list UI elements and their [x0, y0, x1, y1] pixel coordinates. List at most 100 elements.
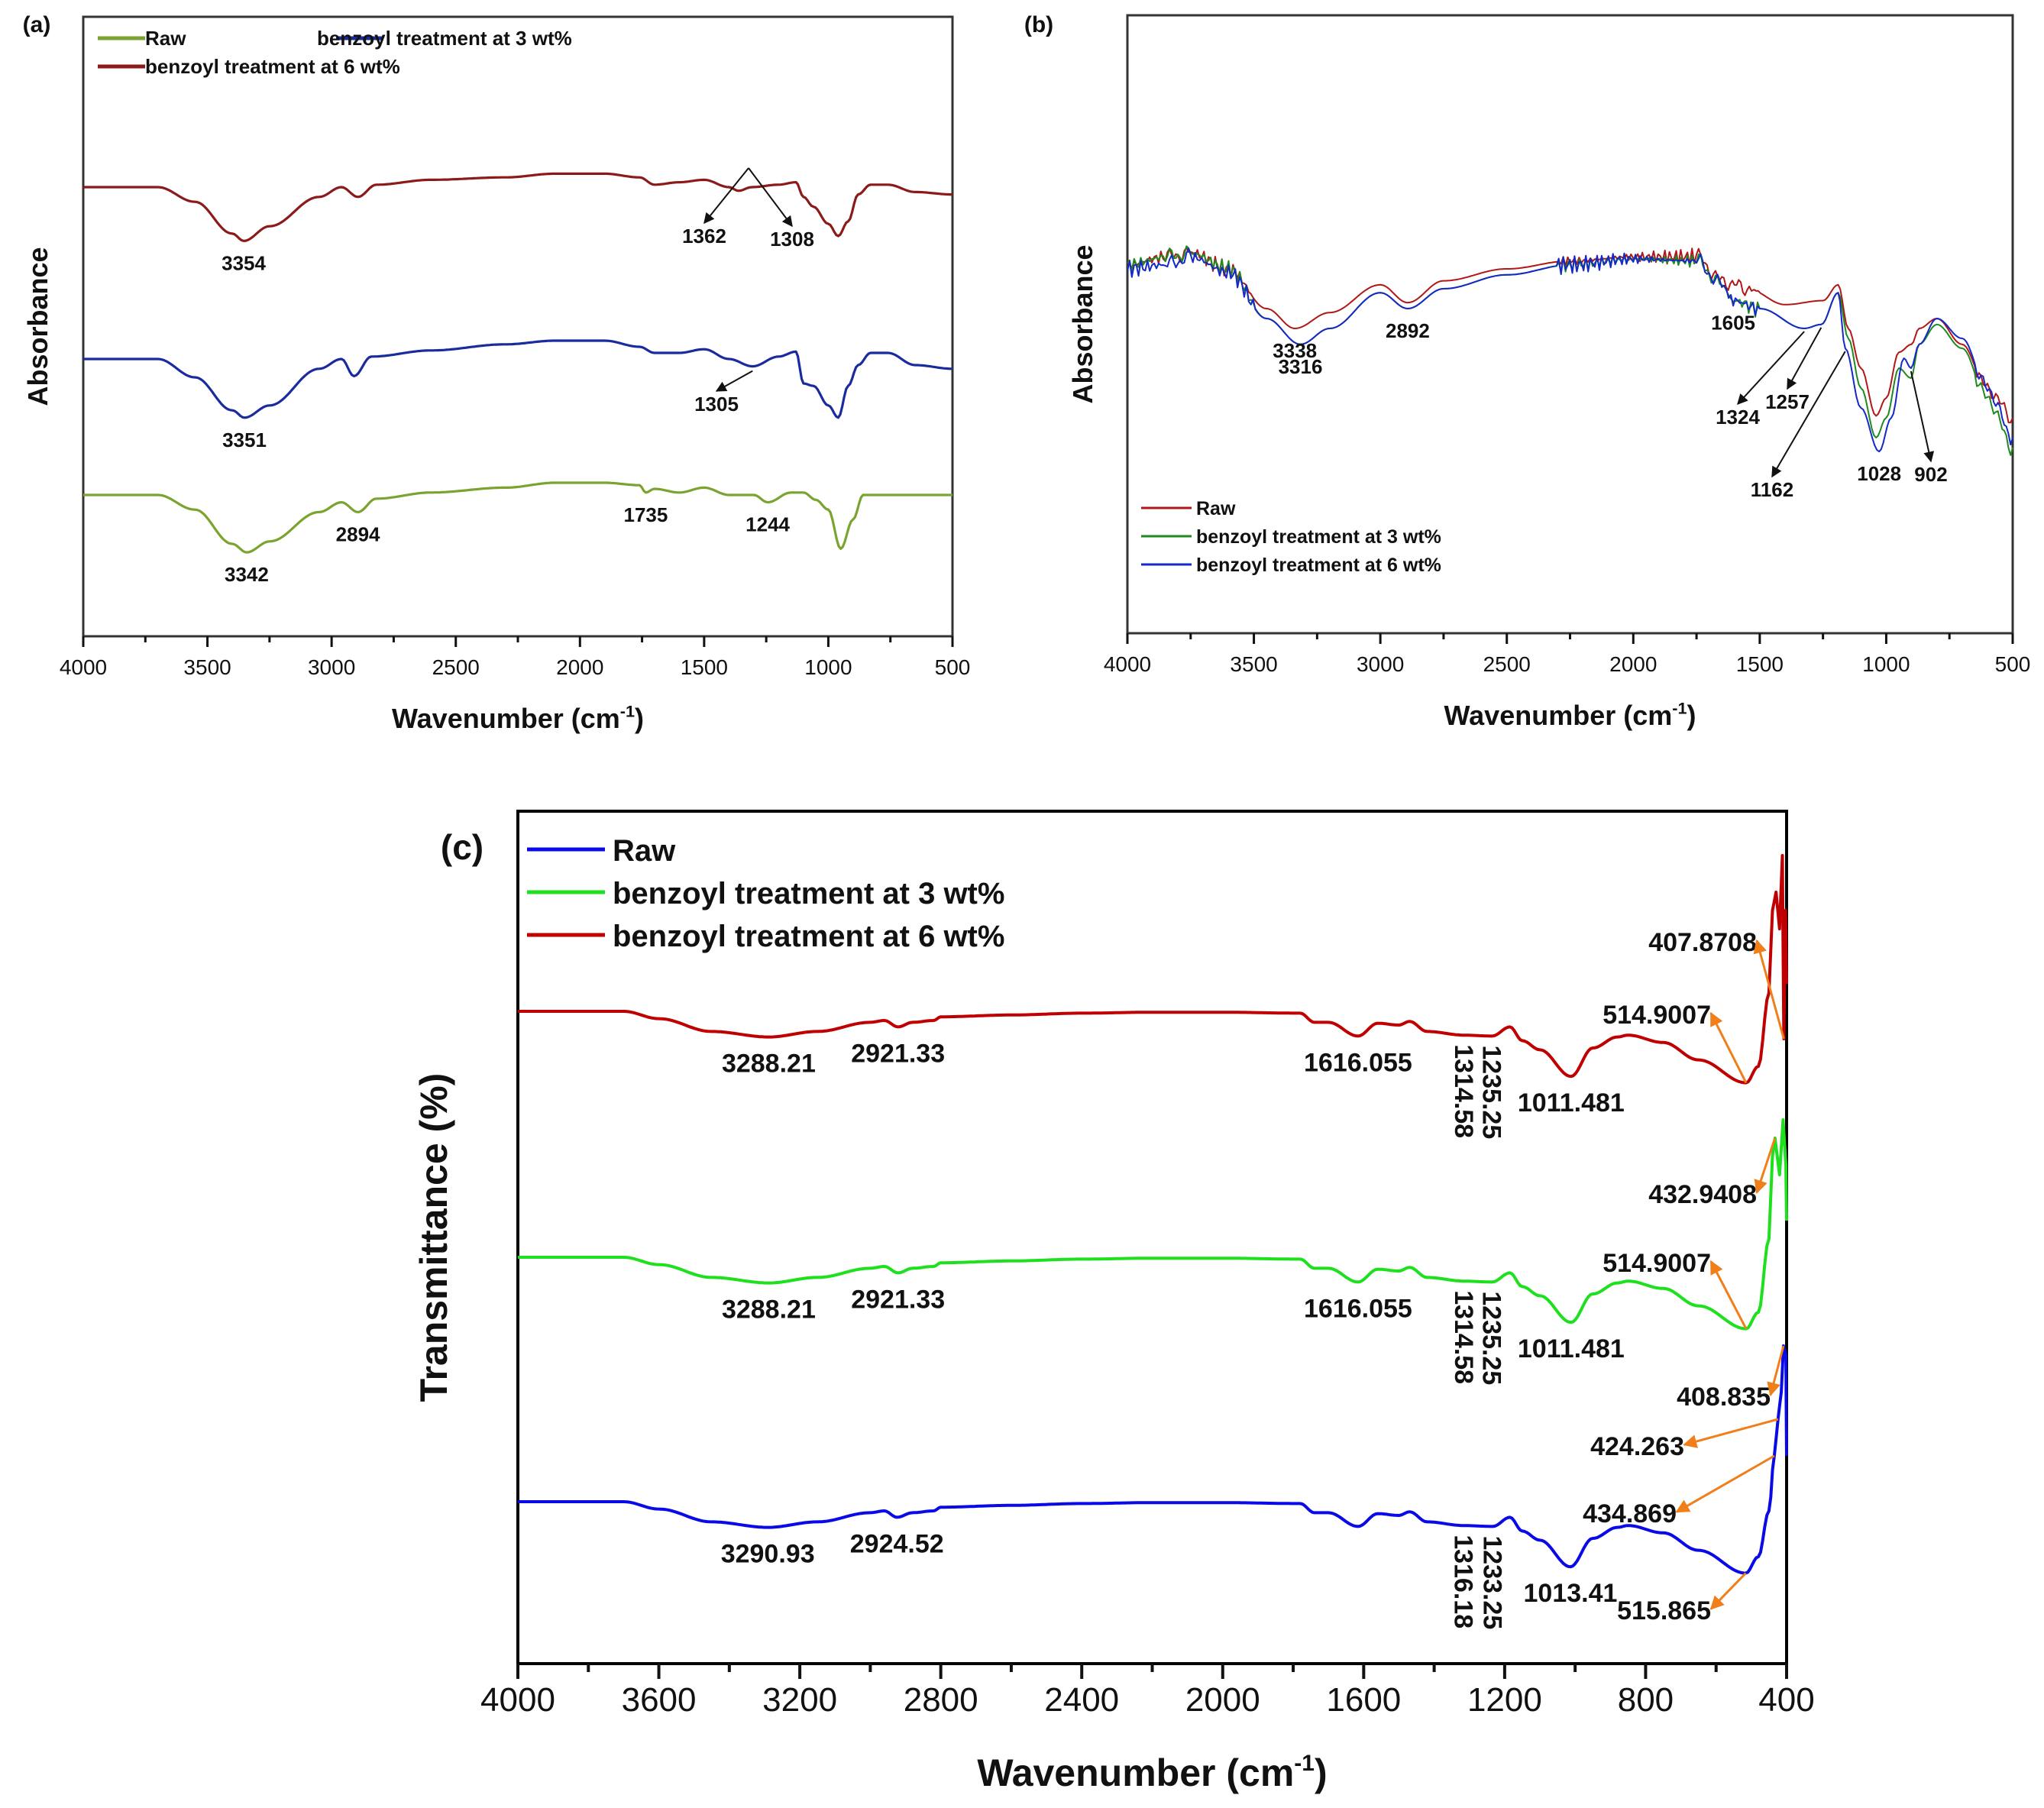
- x-tick-label: 3500: [1230, 652, 1277, 676]
- peak-label: 1011.481: [1518, 1334, 1625, 1363]
- annotation-arrow: [1767, 1345, 1785, 1397]
- x-tick-label: 2500: [432, 655, 480, 679]
- annotation-arrow: [1709, 1011, 1748, 1084]
- y-axis-label: Transmittance (%): [412, 1073, 455, 1402]
- annotation-arrow: [1771, 351, 1846, 478]
- peak-label: 1013.41: [1524, 1579, 1618, 1608]
- annotation-arrow: [1675, 1454, 1775, 1513]
- legend-label: benzoyl treatment at 3 wt%: [1196, 526, 1441, 548]
- x-tick-label: 4000: [480, 1681, 555, 1719]
- panel-b-chart: (b) 4000 3500 3000 2500 2000 1500 1000 500 Wavenu…: [1024, 12, 2031, 731]
- legend-label: benzoyl treatment at 6 wt%: [613, 920, 1004, 953]
- peak-label: 1244: [745, 513, 790, 536]
- peak-label: 1616.055: [1304, 1048, 1412, 1077]
- peak-label: 408.835: [1677, 1383, 1771, 1412]
- x-tick-label: 4000: [1104, 652, 1151, 676]
- x-tick-label: 3200: [762, 1681, 837, 1719]
- annotation-arrow: [1910, 370, 1935, 463]
- x-tick-label: 2000: [556, 655, 603, 679]
- peak-label: 1305: [694, 393, 739, 416]
- peak-label: 1257: [1765, 390, 1810, 413]
- peak-label: 1324: [1716, 406, 1760, 429]
- peak-label: 514.9007: [1603, 1249, 1711, 1278]
- x-tick-label: 3000: [1357, 652, 1404, 676]
- peak-label-rotated: 1235.25: [1477, 1291, 1506, 1385]
- x-axis-label: Wavenumber (cm-1): [1444, 699, 1696, 731]
- x-tick-label: 1000: [804, 655, 852, 679]
- annotation-arrow: [703, 167, 749, 225]
- x-tick-label: 1500: [681, 655, 728, 679]
- peak-label: 3290.93: [721, 1540, 815, 1569]
- x-axis-label: Wavenumber (cm-1): [977, 1751, 1327, 1794]
- x-tick-label: 2800: [904, 1681, 978, 1719]
- series-line-benzoyl-treatment-at-3-wt: [518, 1118, 1788, 1331]
- peak-label-rotated: 1314.58: [1449, 1290, 1478, 1384]
- series-line-benzoyl-treatment-at-6-wt: [83, 172, 952, 242]
- series-line-raw: [83, 481, 952, 554]
- annotation-arrow: [1683, 1418, 1779, 1448]
- annotation-arrow: [748, 167, 793, 228]
- annotation-arrow: [1753, 939, 1785, 1040]
- peak-label: 424.263: [1590, 1432, 1684, 1461]
- series-line-raw: [518, 1344, 1788, 1575]
- peak-label: 434.869: [1583, 1499, 1677, 1528]
- peak-label: 1011.481: [1518, 1088, 1625, 1117]
- series-line-benzoyl-treatment-at-3-wt: [1127, 245, 2013, 456]
- peak-label: 514.9007: [1603, 1001, 1711, 1030]
- x-tick-label: 2000: [1185, 1681, 1260, 1719]
- peak-label: 3338: [1273, 339, 1317, 362]
- x-tick-label: 3600: [622, 1681, 697, 1719]
- plot-frame: [82, 15, 954, 638]
- legend-label: benzoyl treatment at 3 wt%: [317, 27, 572, 50]
- annotation-arrow: [715, 370, 753, 392]
- peak-label: 2924.52: [850, 1529, 944, 1558]
- peak-label: 1605: [1711, 312, 1755, 335]
- series-line-benzoyl-treatment-at-6-wt: [518, 854, 1788, 1085]
- peak-label: 1028: [1857, 462, 1901, 485]
- x-tick-label: 2000: [1609, 652, 1657, 676]
- x-tick-label: 500: [935, 655, 971, 679]
- legend-label: Raw: [145, 27, 186, 50]
- panel-a-chart: (a) 4000 3500 3000 2500 2000 1500 1000 500 Wavenu…: [22, 12, 970, 734]
- legend-label: Raw: [1196, 498, 1236, 519]
- peak-label: 3354: [222, 251, 266, 274]
- legend-label: benzoyl treatment at 3 wt%: [613, 877, 1004, 910]
- y-axis-label: Absorbance: [1067, 244, 1098, 403]
- peak-label: 2892: [1386, 319, 1430, 342]
- peak-label-rotated: 1314.58: [1449, 1044, 1478, 1138]
- x-tick-label: 1500: [1736, 652, 1784, 676]
- peak-label: 1362: [682, 225, 726, 247]
- panel-label: (c): [441, 827, 484, 867]
- peak-label: 432.9408: [1648, 1180, 1757, 1209]
- x-tick-label: 1200: [1467, 1681, 1542, 1719]
- peak-label: 1616.055: [1304, 1294, 1412, 1323]
- x-tick-label: 3500: [183, 655, 231, 679]
- series-line-benzoyl-treatment-at-6-wt: [1127, 247, 2013, 453]
- annotation-arrow: [1754, 1137, 1777, 1195]
- x-tick-label: 400: [1758, 1681, 1814, 1719]
- annotation-arrow: [1709, 1572, 1747, 1610]
- peak-label: 3316: [1279, 355, 1323, 378]
- legend-label: benzoyl treatment at 6 wt%: [1196, 555, 1441, 576]
- y-axis-label: Absorbance: [22, 247, 53, 406]
- panel-c-chart: (c) 4000 3600 3200 2800 2400 2000 1600 1200 800 40…: [412, 810, 1815, 1794]
- peak-label-rotated: 1235.25: [1477, 1045, 1506, 1139]
- peak-label: 2921.33: [851, 1285, 945, 1314]
- legend-label: benzoyl treatment at 6 wt%: [145, 55, 400, 78]
- annotation-arrow: [1709, 1260, 1748, 1330]
- series-line-raw: [1127, 247, 2013, 424]
- x-tick-label: 1600: [1326, 1681, 1401, 1719]
- peak-label: 515.865: [1617, 1596, 1711, 1625]
- peak-label: 407.8708: [1648, 928, 1757, 957]
- annotation-arrow: [1787, 327, 1822, 390]
- x-tick-label: 800: [1618, 1681, 1674, 1719]
- peak-label: 3288.21: [722, 1050, 816, 1079]
- peak-label: 3342: [225, 563, 269, 586]
- peak-label: 2894: [336, 522, 380, 545]
- peak-label: 3351: [222, 429, 267, 451]
- x-tick-label: 2400: [1044, 1681, 1119, 1719]
- peak-label: 3288.21: [722, 1295, 816, 1324]
- peak-label: 2921.33: [851, 1039, 945, 1068]
- series-line-benzoyl-treatment-at-3-wt: [83, 339, 952, 419]
